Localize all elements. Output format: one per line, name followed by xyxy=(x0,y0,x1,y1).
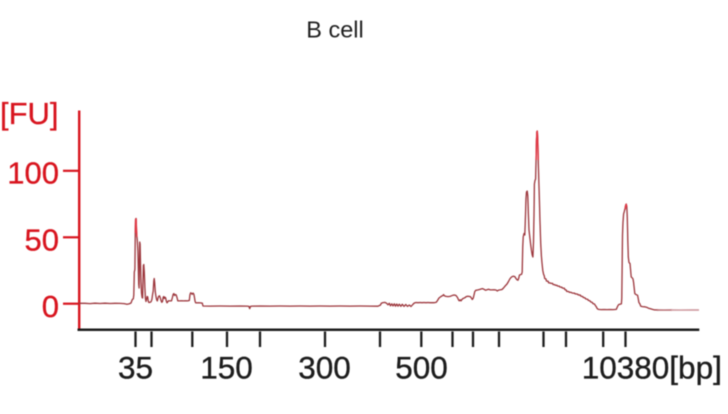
svg-text:500: 500 xyxy=(395,350,448,386)
svg-text:0: 0 xyxy=(42,289,59,324)
svg-text:300: 300 xyxy=(298,350,351,386)
svg-text:10380: 10380 xyxy=(582,350,670,386)
svg-text:B cell: B cell xyxy=(306,17,363,43)
svg-text:100: 100 xyxy=(7,156,59,191)
svg-text:[bp]: [bp] xyxy=(669,350,722,386)
svg-text:50: 50 xyxy=(25,223,59,258)
svg-text:150: 150 xyxy=(200,350,253,386)
svg-text:[FU]: [FU] xyxy=(0,96,59,131)
svg-text:35: 35 xyxy=(118,350,153,386)
